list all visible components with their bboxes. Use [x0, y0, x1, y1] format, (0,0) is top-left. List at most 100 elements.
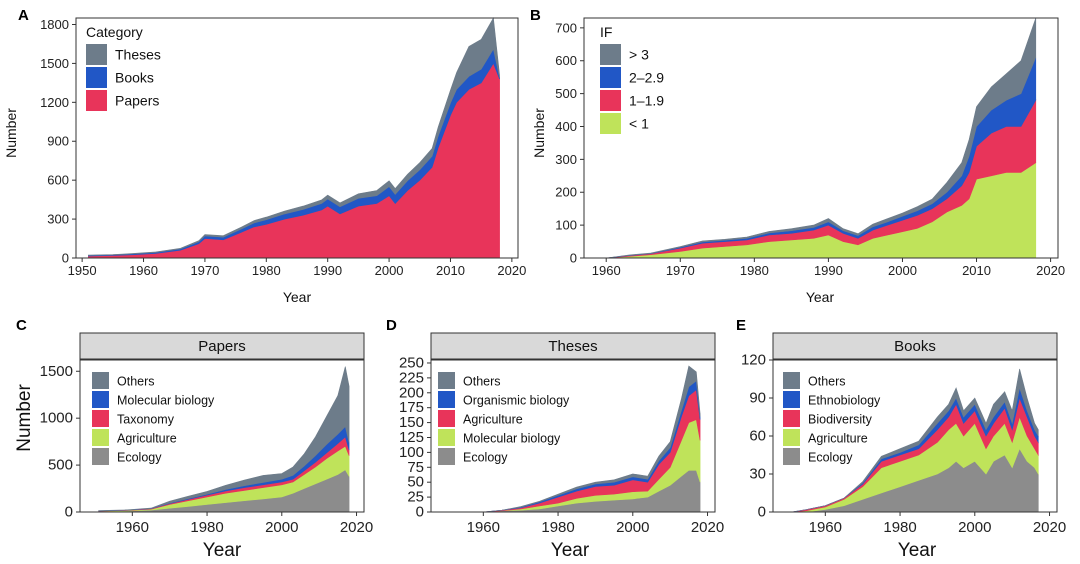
legend-label: Others — [808, 375, 846, 389]
x-tick-label: 1980 — [883, 519, 916, 536]
legend-label: > 3 — [629, 47, 649, 63]
legend-swatch — [438, 429, 455, 446]
legend-label: Agriculture — [808, 432, 868, 446]
panel-c: C Papers 0 500 1000 1500 1960 1980 2000 2020 Year N… — [14, 317, 373, 561]
y-axis-label: Number — [14, 384, 35, 452]
strip-title: Books — [894, 338, 936, 355]
x-tick-label: 1960 — [129, 263, 158, 278]
y-tick-label: 1800 — [40, 17, 69, 32]
legend-title: Category — [86, 24, 143, 40]
y-tick-label: 500 — [555, 86, 577, 101]
panel-label: E — [736, 317, 746, 334]
y-axis-label: Number — [531, 108, 547, 158]
x-tick-label: 1980 — [541, 519, 574, 536]
x-tick-label: 1960 — [592, 263, 621, 278]
y-tick-label: 50 — [407, 474, 424, 491]
legend-swatch — [86, 90, 107, 111]
x-tick-label: 1970 — [666, 263, 695, 278]
x-axis-label: Year — [203, 540, 242, 561]
y-tick-label: 30 — [749, 466, 766, 483]
legend-swatch — [600, 90, 621, 111]
legend-label: < 1 — [629, 116, 649, 132]
legend-swatch — [438, 372, 455, 389]
legend-label: Others — [463, 375, 501, 389]
x-tick-label: 2000 — [888, 263, 917, 278]
x-tick-label: 1960 — [467, 519, 500, 536]
y-tick-label: 0 — [65, 504, 73, 521]
y-tick-label: 0 — [570, 251, 577, 266]
legend-swatch — [600, 44, 621, 65]
legend-label: Books — [115, 70, 154, 86]
y-tick-label: 400 — [555, 119, 577, 134]
legend-swatch — [92, 391, 109, 408]
x-tick-label: 1990 — [814, 263, 843, 278]
x-tick-label: 2020 — [1033, 519, 1066, 536]
legend: Others Organismic biology Agriculture Molec… — [438, 372, 570, 465]
y-tick-label: 1000 — [40, 410, 73, 427]
legend-swatch — [92, 410, 109, 427]
legend: Category Theses Books Papers — [86, 24, 161, 111]
x-tick-label: 1960 — [809, 519, 842, 536]
x-axis-label: Year — [806, 289, 835, 305]
y-tick-label: 25 — [407, 489, 424, 506]
y-tick-label: 1500 — [40, 363, 73, 380]
y-tick-label: 100 — [555, 218, 577, 233]
x-tick-label: 1960 — [116, 519, 149, 536]
x-tick-label: 2000 — [616, 519, 649, 536]
x-tick-label: 2020 — [497, 263, 526, 278]
legend-swatch — [86, 67, 107, 88]
y-tick-label: 90 — [749, 390, 766, 407]
x-tick-label: 2020 — [1036, 263, 1065, 278]
panel-a: A 0 300 600 900 1200 1500 1800 1950 1960 1970 1980 1… — [3, 7, 526, 305]
legend-label: Ecology — [463, 451, 508, 465]
legend-swatch — [92, 372, 109, 389]
legend-label: Organismic biology — [463, 394, 570, 408]
figure: A03006009001200150018001950 1960 1970 1980 1… — [0, 0, 1080, 564]
panel-e: E Books 0 30 60 90 120 1960 1980 2000 2020 Year Othe… — [736, 317, 1066, 561]
strip-title: Theses — [548, 338, 597, 355]
x-tick-label: 1990 — [313, 263, 342, 278]
area-series-group — [606, 18, 1036, 258]
legend-label: Agriculture — [117, 432, 177, 446]
x-axis-label: Year — [551, 540, 590, 561]
x-tick-label: 2020 — [691, 519, 724, 536]
x-tick-label: 1980 — [740, 263, 769, 278]
legend-label: Ecology — [117, 451, 162, 465]
y-tick-label: 600 — [47, 173, 69, 188]
legend-swatch — [438, 391, 455, 408]
strip-title: Papers — [198, 338, 246, 355]
legend-swatch — [783, 448, 800, 465]
legend-swatch — [600, 67, 621, 88]
legend-label: Papers — [115, 93, 159, 109]
y-tick-label: 250 — [399, 354, 424, 371]
y-tick-label: 150 — [399, 414, 424, 431]
legend-label: Taxonomy — [117, 413, 175, 427]
legend-label: 1–1.9 — [629, 93, 664, 109]
legend-label: Agriculture — [463, 413, 523, 427]
y-tick-label: 900 — [47, 134, 69, 149]
legend-label: Molecular biology — [117, 394, 215, 408]
legend-label: Ecology — [808, 451, 853, 465]
panel-b: B 0 100 200 300 400 500 600 700 1960 1970 1980 1990 2… — [530, 7, 1065, 305]
x-tick-label: 2010 — [436, 263, 465, 278]
legend-swatch — [783, 429, 800, 446]
x-tick-label: 2000 — [265, 519, 298, 536]
x-tick-label: 2000 — [375, 263, 404, 278]
x-tick-label: 1970 — [190, 263, 219, 278]
y-tick-label: 300 — [47, 212, 69, 227]
x-tick-label: 1980 — [252, 263, 281, 278]
legend-swatch — [92, 429, 109, 446]
legend-swatch — [783, 391, 800, 408]
y-tick-label: 0 — [758, 504, 766, 521]
y-tick-label: 125 — [399, 429, 424, 446]
y-tick-label: 200 — [399, 384, 424, 401]
legend-swatch — [438, 448, 455, 465]
y-tick-label: 120 — [741, 352, 766, 369]
x-axis-label: Year — [283, 289, 312, 305]
legend-label: Theses — [115, 47, 161, 63]
panel-label: C — [16, 317, 27, 334]
x-tick-label: 2010 — [962, 263, 991, 278]
legend-swatch — [600, 113, 621, 134]
y-tick-label: 225 — [399, 369, 424, 386]
x-tick-label: 1950 — [68, 263, 97, 278]
